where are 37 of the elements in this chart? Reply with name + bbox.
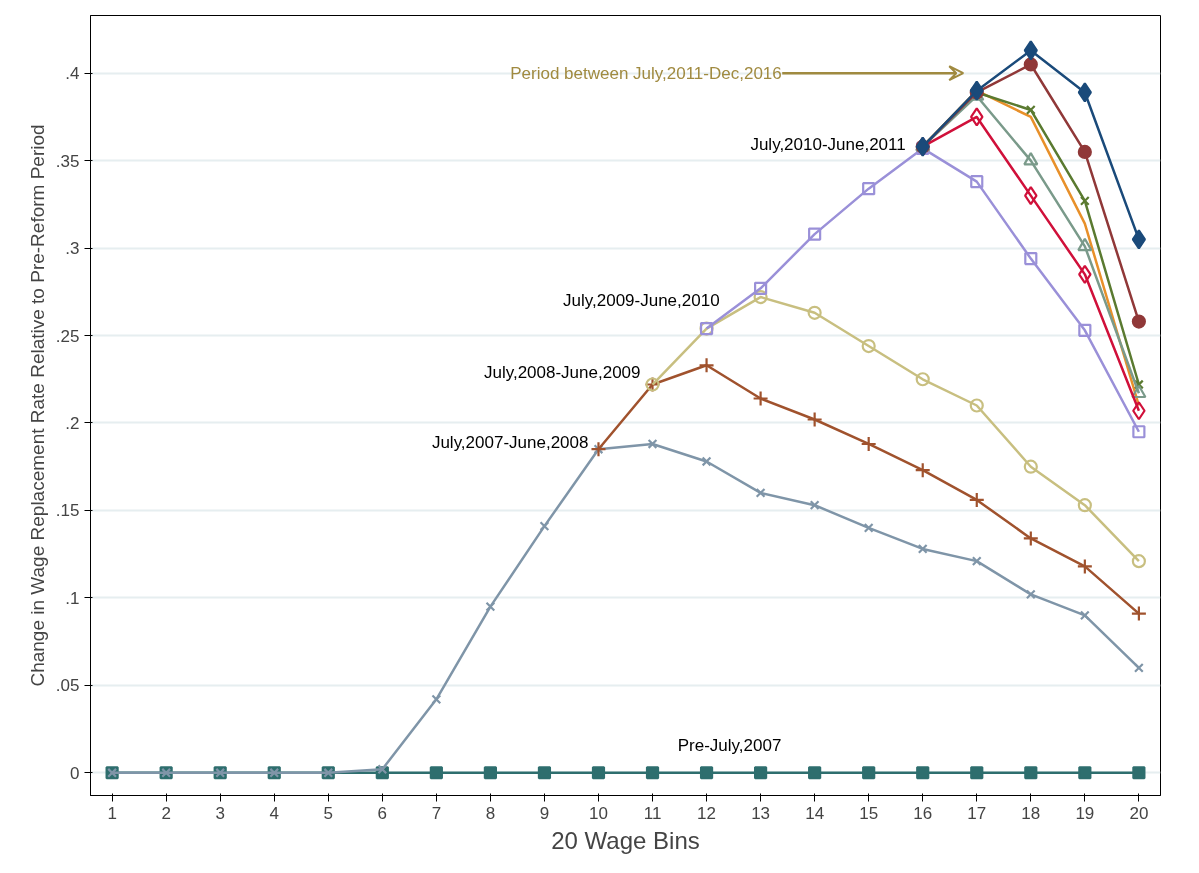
x-tick-label: 5 bbox=[323, 803, 334, 823]
series-label: July,2007-June,2008 bbox=[431, 432, 589, 452]
x-tick-label: 13 bbox=[751, 803, 771, 823]
y-tick-label: .15 bbox=[55, 501, 80, 521]
series-label: July,2009-June,2010 bbox=[563, 290, 720, 310]
x-tick-label: 11 bbox=[643, 803, 662, 823]
x-tick-label: 19 bbox=[1075, 803, 1095, 823]
x-tick-label: 7 bbox=[431, 803, 442, 823]
series-label: Pre-July,2007 bbox=[677, 736, 782, 756]
y-tick-label: .4 bbox=[65, 64, 80, 84]
x-tick-label: 9 bbox=[539, 803, 550, 823]
x-tick-label: 8 bbox=[485, 803, 496, 823]
annotation: Period between July,2011-Dec,2016 bbox=[510, 64, 782, 84]
y-tick-label: .05 bbox=[55, 676, 80, 696]
series-label: July,2008-June,2009 bbox=[483, 363, 641, 383]
x-tick-label: 18 bbox=[1021, 803, 1041, 823]
x-tick-label: 14 bbox=[805, 803, 825, 823]
y-tick-label: .2 bbox=[65, 413, 80, 433]
x-tick-label: 1 bbox=[107, 803, 117, 823]
x-tick-label: 17 bbox=[967, 803, 987, 823]
y-tick-label: .25 bbox=[55, 326, 80, 346]
y-tick-label: 0 bbox=[70, 763, 80, 783]
x-tick-label: 10 bbox=[589, 803, 608, 823]
x-tick-label: 2 bbox=[161, 803, 171, 823]
x-tick-label: 3 bbox=[215, 803, 225, 823]
y-tick-label: .1 bbox=[65, 588, 80, 608]
y-tick-label: .3 bbox=[65, 239, 80, 259]
series-label: July,2010-June,2011 bbox=[750, 134, 906, 154]
x-tick-label: 15 bbox=[859, 803, 879, 823]
x-axis-title: 20 Wage Bins bbox=[551, 826, 700, 854]
x-tick-label: 16 bbox=[913, 803, 933, 823]
x-tick-label: 6 bbox=[377, 803, 388, 823]
y-axis-title: Change in Wage Replacement Rate Relative to Pre-Reform Period bbox=[26, 124, 48, 687]
x-tick-label: 20 bbox=[1129, 803, 1149, 823]
x-tick-label: 4 bbox=[269, 803, 279, 823]
x-tick-label: 12 bbox=[697, 803, 717, 823]
y-tick-label: .35 bbox=[55, 151, 80, 171]
